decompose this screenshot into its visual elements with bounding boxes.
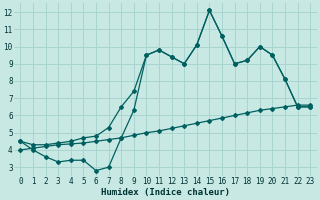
X-axis label: Humidex (Indice chaleur): Humidex (Indice chaleur)	[101, 188, 230, 197]
